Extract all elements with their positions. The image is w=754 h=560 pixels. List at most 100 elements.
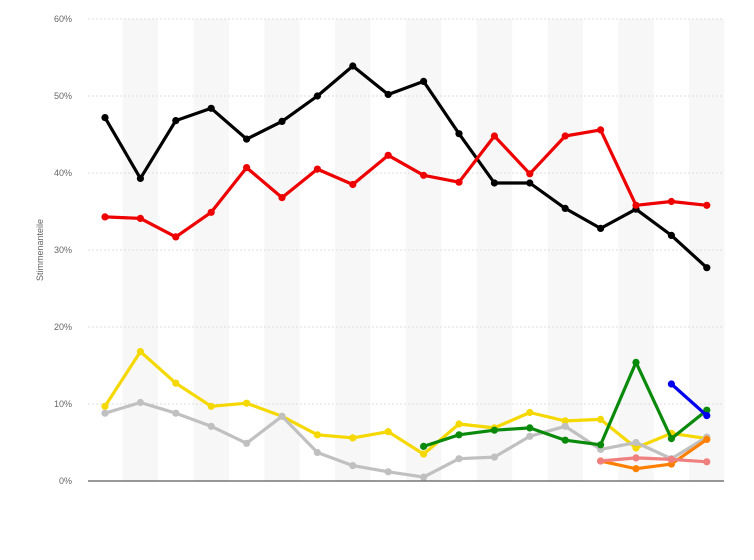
series-0: [101, 62, 711, 272]
data-point[interactable]: [632, 358, 640, 366]
data-point[interactable]: [136, 398, 144, 407]
column-band: [405, 19, 442, 481]
data-point[interactable]: [561, 132, 569, 140]
data-point[interactable]: [349, 180, 357, 189]
series-line: [598, 437, 709, 471]
data-point[interactable]: [172, 117, 180, 125]
y-tick-label: 50%: [54, 91, 72, 101]
y-tick-label: 0%: [59, 476, 72, 486]
data-point[interactable]: [667, 197, 676, 206]
data-point[interactable]: [455, 420, 463, 428]
data-point[interactable]: [597, 441, 605, 449]
data-point[interactable]: [101, 402, 109, 410]
y-tick-label: 10%: [54, 399, 72, 409]
data-point[interactable]: [384, 468, 392, 476]
data-point[interactable]: [243, 164, 251, 172]
data-point[interactable]: [597, 224, 605, 232]
y-tick-label: 60%: [54, 14, 72, 24]
data-point[interactable]: [313, 448, 321, 457]
data-point[interactable]: [101, 213, 109, 221]
y-tick-labels: 0% 10% 20% 30% 40% 50% 60%: [54, 14, 72, 486]
data-point[interactable]: [667, 435, 676, 443]
series-7: [667, 380, 711, 420]
series-line: [103, 350, 709, 456]
data-point[interactable]: [490, 453, 498, 461]
data-point[interactable]: [703, 412, 711, 420]
data-point[interactable]: [349, 62, 357, 70]
data-point[interactable]: [420, 442, 428, 450]
data-point[interactable]: [632, 201, 640, 209]
data-point[interactable]: [597, 415, 605, 423]
data-point[interactable]: [667, 380, 676, 388]
data-point[interactable]: [349, 462, 357, 470]
data-point[interactable]: [384, 428, 392, 436]
data-point[interactable]: [490, 179, 498, 187]
data-point[interactable]: [455, 130, 463, 138]
data-point[interactable]: [632, 465, 640, 473]
data-point[interactable]: [561, 417, 569, 425]
data-point[interactable]: [172, 233, 180, 241]
data-point[interactable]: [349, 434, 357, 442]
data-point[interactable]: [455, 178, 463, 186]
data-point[interactable]: [526, 432, 534, 440]
data-point[interactable]: [420, 473, 428, 481]
data-point[interactable]: [703, 435, 711, 443]
data-point[interactable]: [313, 165, 321, 173]
data-point[interactable]: [420, 77, 428, 85]
data-point[interactable]: [136, 348, 144, 356]
data-point[interactable]: [243, 135, 251, 143]
data-point[interactable]: [313, 431, 321, 439]
data-point[interactable]: [703, 201, 711, 209]
data-point[interactable]: [561, 422, 569, 430]
data-point[interactable]: [172, 409, 180, 417]
data-point[interactable]: [136, 174, 144, 182]
data-point[interactable]: [207, 422, 215, 430]
series-line: [598, 456, 709, 464]
data-point[interactable]: [632, 454, 640, 462]
y-tick-label: 30%: [54, 245, 72, 255]
series-1: [101, 126, 711, 241]
data-point[interactable]: [172, 379, 180, 387]
data-point[interactable]: [278, 412, 286, 420]
data-point[interactable]: [490, 426, 498, 434]
data-point[interactable]: [561, 204, 569, 212]
data-point[interactable]: [207, 208, 215, 216]
data-point[interactable]: [526, 170, 534, 178]
data-point[interactable]: [136, 214, 144, 222]
data-point[interactable]: [207, 104, 215, 112]
data-point[interactable]: [490, 132, 498, 140]
data-point[interactable]: [632, 438, 640, 447]
data-point[interactable]: [207, 402, 215, 410]
series-line: [103, 400, 709, 479]
data-point[interactable]: [597, 457, 605, 465]
column-band: [476, 19, 513, 481]
data-point[interactable]: [384, 151, 392, 159]
data-point[interactable]: [243, 399, 251, 407]
data-point[interactable]: [526, 424, 534, 432]
data-point[interactable]: [278, 194, 286, 202]
data-point[interactable]: [632, 444, 640, 452]
data-point[interactable]: [101, 114, 109, 122]
data-point[interactable]: [384, 90, 392, 99]
data-point[interactable]: [313, 92, 321, 100]
data-point[interactable]: [101, 409, 109, 417]
data-point[interactable]: [667, 455, 676, 463]
data-point[interactable]: [420, 171, 428, 179]
data-point[interactable]: [278, 117, 286, 125]
data-point[interactable]: [526, 179, 534, 187]
y-tick-label: 20%: [54, 322, 72, 332]
data-point[interactable]: [455, 431, 463, 439]
gridlines: [88, 18, 724, 482]
data-point[interactable]: [597, 126, 605, 134]
data-point[interactable]: [526, 408, 534, 417]
data-point[interactable]: [703, 264, 711, 272]
data-point[interactable]: [420, 450, 428, 458]
data-point[interactable]: [667, 231, 676, 239]
data-point[interactable]: [561, 436, 569, 444]
series-4: [420, 358, 711, 450]
data-point[interactable]: [703, 458, 711, 466]
data-point[interactable]: [455, 455, 463, 463]
data-point[interactable]: [243, 439, 251, 447]
